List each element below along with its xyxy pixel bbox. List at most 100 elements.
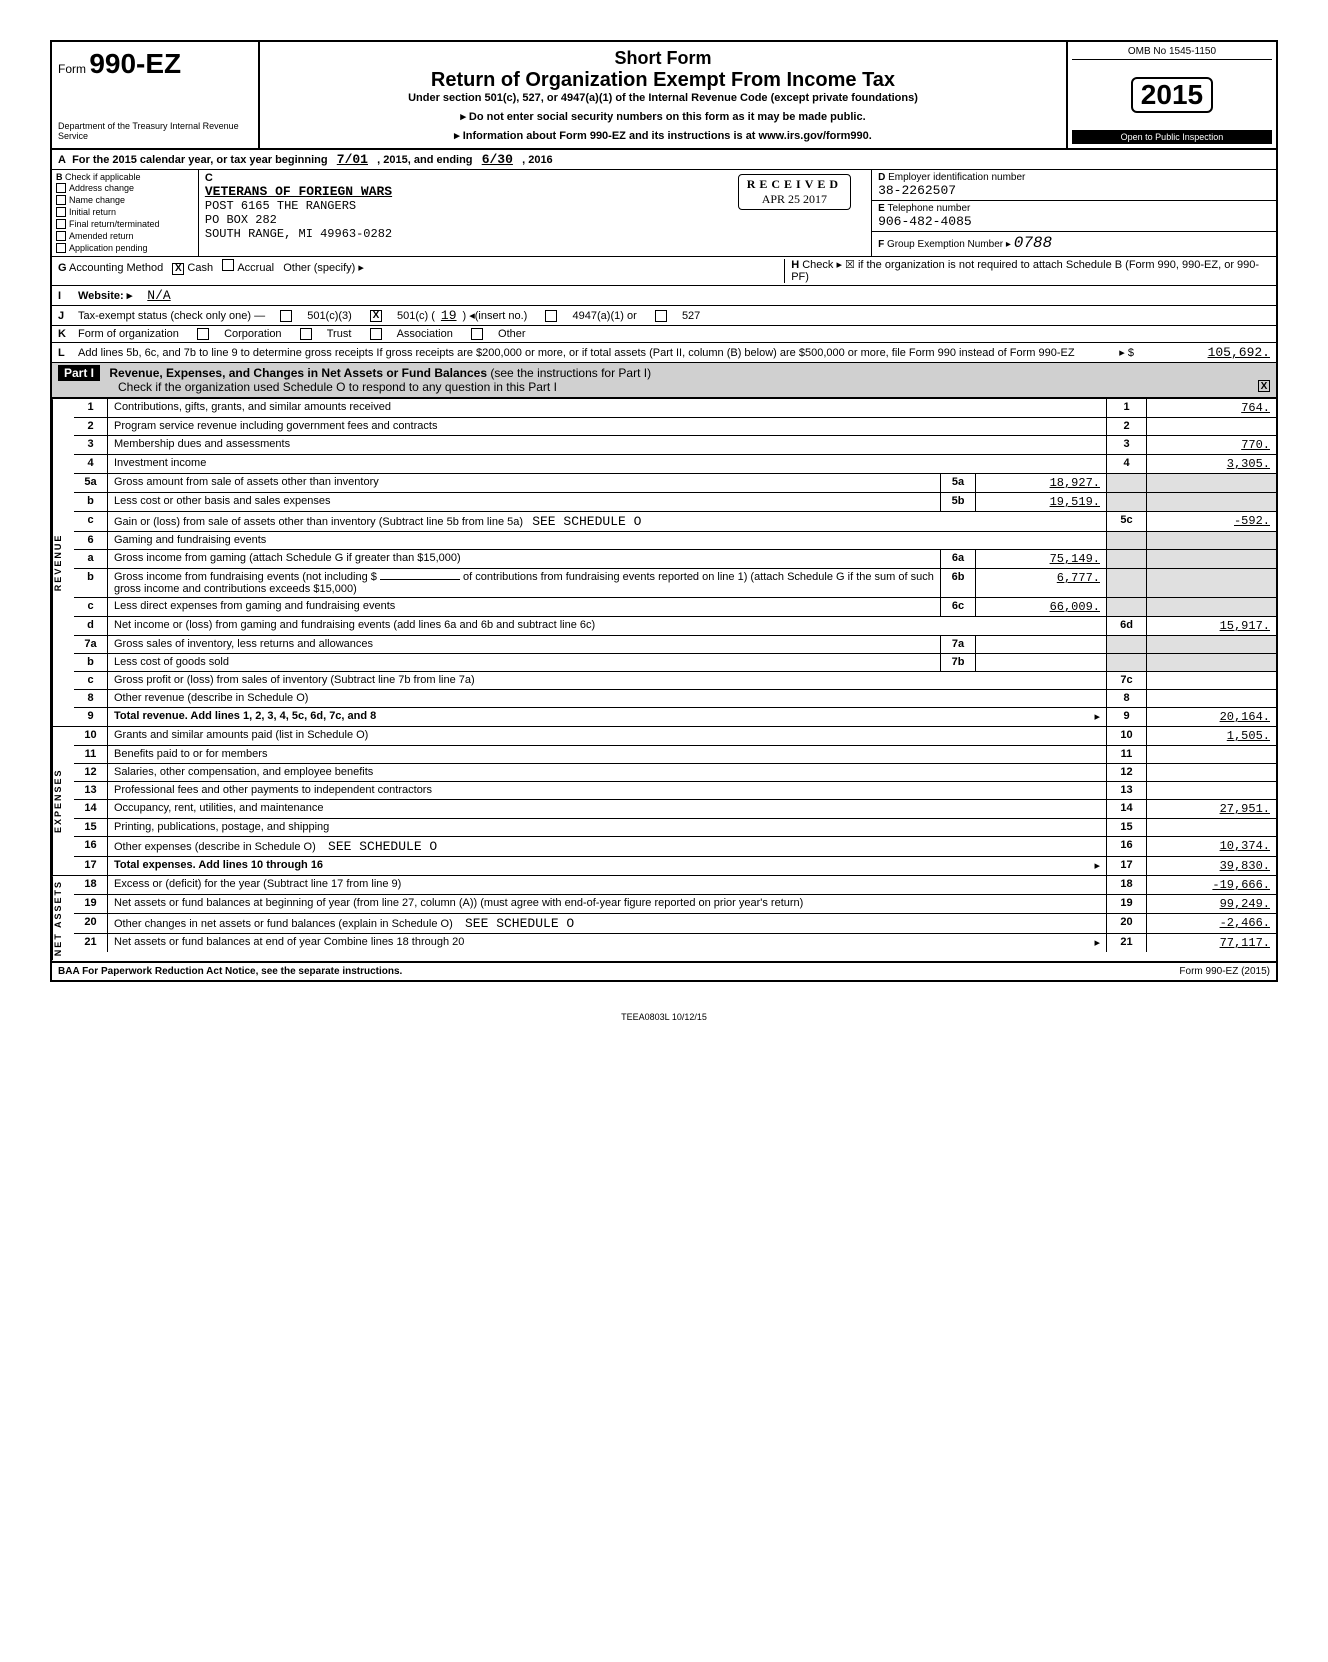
inner-box-n: 5a <box>940 474 976 492</box>
schedule-o-note: SEE SCHEDULE O <box>328 839 437 854</box>
k-o3: Association <box>397 328 453 340</box>
line-no: c <box>74 672 108 689</box>
shaded-cell <box>1146 550 1276 568</box>
cb-name-change[interactable]: Name change <box>56 194 194 206</box>
cb-501c[interactable]: X <box>370 310 382 322</box>
line-no: 3 <box>74 436 108 454</box>
row-1: 1 Contributions, gifts, grants, and simi… <box>74 399 1276 418</box>
received-date: APR 25 2017 <box>747 192 842 207</box>
col-b-check-label: Check if applicable <box>65 172 141 182</box>
inner-box-n: 7a <box>940 636 976 653</box>
line-21-value: 77,117. <box>1146 934 1276 952</box>
line-7a-value <box>976 636 1106 653</box>
form-number: 990-EZ <box>89 48 181 79</box>
line-desc: Professional fees and other payments to … <box>108 782 1106 799</box>
desc-text: Net assets or fund balances at end of ye… <box>114 936 464 948</box>
line-no: 21 <box>74 934 108 952</box>
cb-527[interactable] <box>655 310 667 322</box>
j-title: Tax-exempt status (check only one) — <box>78 310 265 322</box>
line-box-n: 1 <box>1106 399 1146 417</box>
cb-4947[interactable] <box>545 310 557 322</box>
omb-number: OMB No 1545-1150 <box>1072 46 1272 60</box>
line-no: 12 <box>74 764 108 781</box>
line-desc: Other revenue (describe in Schedule O) <box>108 690 1106 707</box>
row-16: 16 Other expenses (describe in Schedule … <box>74 837 1276 857</box>
j-o2pre: 501(c) ( <box>397 310 435 322</box>
form-number-block: Form 990-EZ <box>58 48 252 80</box>
row-6: 6 Gaming and fundraising events <box>74 532 1276 550</box>
j-o1: 501(c)(3) <box>307 310 352 322</box>
line-5b-value: 19,519. <box>976 493 1106 511</box>
title-main: Return of Organization Exempt From Incom… <box>270 69 1056 92</box>
schedule-o-note: SEE SCHEDULE O <box>532 514 641 529</box>
line-no: 5a <box>74 474 108 492</box>
row-12: 12 Salaries, other compensation, and emp… <box>74 764 1276 782</box>
side-revenue: REVENUE <box>52 399 74 726</box>
cb-label: Final return/terminated <box>69 219 160 229</box>
cb-association[interactable] <box>370 328 382 340</box>
cb-final-return[interactable]: Final return/terminated <box>56 218 194 230</box>
shaded-cell <box>1106 474 1146 492</box>
row-9: 9 Total revenue. Add lines 1, 2, 3, 4, 5… <box>74 708 1276 726</box>
desc-text: Other expenses (describe in Schedule O) <box>114 841 316 853</box>
line-g-h: G Accounting Method X Cash Accrual Other… <box>50 257 1278 286</box>
cb-address-change[interactable]: Address change <box>56 182 194 194</box>
title-short: Short Form <box>270 48 1056 69</box>
cb-other-org[interactable] <box>471 328 483 340</box>
line-12-value <box>1146 764 1276 781</box>
line-2-value <box>1146 418 1276 435</box>
cb-accrual[interactable] <box>222 259 234 271</box>
cb-501c3[interactable] <box>280 310 292 322</box>
cb-application-pending[interactable]: Application pending <box>56 242 194 254</box>
row-13: 13 Professional fees and other payments … <box>74 782 1276 800</box>
line-l: L Add lines 5b, 6c, and 7b to line 9 to … <box>50 343 1278 363</box>
i-label: I <box>58 290 72 302</box>
footer-left: BAA For Paperwork Reduction Act Notice, … <box>58 966 402 977</box>
shaded-cell <box>1106 654 1146 671</box>
cb-trust[interactable] <box>300 328 312 340</box>
cb-label: Initial return <box>69 207 116 217</box>
shaded-cell <box>1106 493 1146 511</box>
g-other: Other (specify) ▸ <box>283 262 364 274</box>
desc-text: Gain or (loss) from sale of assets other… <box>114 516 523 528</box>
line-1-value: 764. <box>1146 399 1276 417</box>
form-990ez: Form 990-EZ Department of the Treasury I… <box>50 40 1278 1022</box>
cb-initial-return[interactable]: Initial return <box>56 206 194 218</box>
col-def: D Employer identification number 38-2262… <box>872 170 1276 256</box>
line-box-n: 14 <box>1106 800 1146 818</box>
k-o2: Trust <box>327 328 352 340</box>
row-7c: c Gross profit or (loss) from sales of i… <box>74 672 1276 690</box>
row-2: 2 Program service revenue including gove… <box>74 418 1276 436</box>
h-text: Check ▸ ☒ if the organization is not req… <box>791 259 1259 283</box>
line-6b-value: 6,777. <box>976 569 1106 597</box>
line-box-n: 6d <box>1106 617 1146 635</box>
col-c: C RECEIVED APR 25 2017 VETERANS OF FORIE… <box>199 170 872 256</box>
g-label: G <box>58 262 67 274</box>
shaded-cell <box>1106 636 1146 653</box>
note-ssn: ▸ Do not enter social security numbers o… <box>270 110 1056 123</box>
j-o3: 4947(a)(1) or <box>573 310 637 322</box>
desc-text: Other changes in net assets or fund bala… <box>114 918 453 930</box>
cb-schedule-o[interactable]: X <box>1258 380 1270 392</box>
line-no: 8 <box>74 690 108 707</box>
line-no: b <box>74 493 108 511</box>
line-11-value <box>1146 746 1276 763</box>
k-o4: Other <box>498 328 526 340</box>
cb-corporation[interactable] <box>197 328 209 340</box>
cb-amended-return[interactable]: Amended return <box>56 230 194 242</box>
j-o2num: 19 <box>441 308 457 323</box>
desc-pre: Gross income from fundraising events (no… <box>114 571 377 583</box>
line-box-n: 16 <box>1106 837 1146 856</box>
line-k: K Form of organization Corporation Trust… <box>50 326 1278 343</box>
line-desc: Gain or (loss) from sale of assets other… <box>108 512 1106 531</box>
row-3: 3 Membership dues and assessments 3 770. <box>74 436 1276 455</box>
line-a-pre: For the 2015 calendar year, or tax year … <box>72 154 328 166</box>
shaded-cell <box>1146 598 1276 616</box>
cb-cash[interactable]: X <box>172 263 184 275</box>
line-desc: Gaming and fundraising events <box>108 532 1106 549</box>
line-19-value: 99,249. <box>1146 895 1276 913</box>
line-no: 10 <box>74 727 108 745</box>
line-no: 17 <box>74 857 108 875</box>
l-text: Add lines 5b, 6c, and 7b to line 9 to de… <box>78 347 1113 359</box>
line-box-n: 2 <box>1106 418 1146 435</box>
